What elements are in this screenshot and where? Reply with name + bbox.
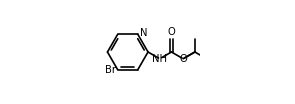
Text: O: O xyxy=(179,54,187,64)
Text: NH: NH xyxy=(152,54,167,64)
Text: Br: Br xyxy=(105,65,116,75)
Text: N: N xyxy=(140,28,147,38)
Text: O: O xyxy=(168,27,175,37)
